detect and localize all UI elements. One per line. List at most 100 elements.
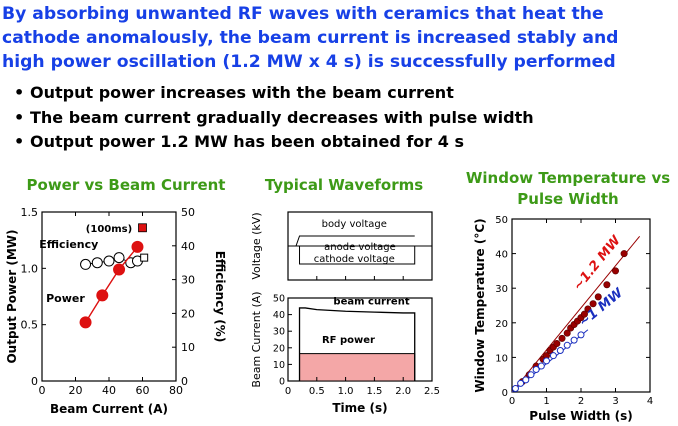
100ms-power-point — [138, 223, 147, 233]
power-line — [84, 246, 139, 323]
bullet-item: Output power 1.2 MW has been obtained fo… — [14, 130, 534, 155]
x-axis-label: Beam Current (A) — [50, 402, 168, 416]
temperature-point — [584, 305, 592, 313]
headline: By absorbing unwanted RF waves with cera… — [2, 2, 674, 74]
x-tick-label: 40 — [102, 384, 116, 397]
temperature-point — [563, 329, 571, 337]
temperature-point — [522, 376, 530, 384]
chart-2-title: Typical Waveforms — [264, 176, 424, 194]
headline-line-1: By absorbing unwanted RF waves with cera… — [2, 4, 604, 24]
power-point — [96, 289, 109, 302]
bullet-item: Output power increases with the beam cur… — [14, 81, 534, 106]
temperature-point — [527, 371, 535, 379]
bullet-item: The beam current gradually decreases wit… — [14, 106, 534, 131]
temperature-point — [543, 357, 550, 365]
temperature-point — [577, 331, 585, 339]
temperature-point — [594, 293, 602, 301]
x-tick-label: 1 — [543, 396, 549, 407]
y-tick-label: 0 — [31, 375, 38, 388]
annotation-100ms: (100ms) — [86, 224, 132, 235]
x-tick-label: 0 — [39, 384, 46, 397]
y2-tick-label: 30 — [181, 274, 195, 287]
x-axis-label: Pulse Width (s) — [529, 409, 632, 423]
beam-current-trace — [298, 307, 416, 381]
y-tick-label: 20 — [495, 319, 508, 330]
temperature-point — [612, 267, 620, 275]
fit-line — [511, 235, 641, 393]
rf-power-area — [299, 353, 416, 382]
label-anode-voltage: anode voltage — [324, 242, 396, 253]
label-1-mw: ~1 MW — [576, 285, 626, 330]
y-tick-label: 50 — [273, 294, 285, 305]
y-axis-label: Window Temperature (°C) — [473, 218, 487, 392]
label-1-2-mw: ~1.2 MW — [571, 233, 625, 294]
y-tick-label: 0.5 — [21, 319, 39, 332]
efficiency-point — [113, 252, 125, 264]
temperature-point — [549, 352, 557, 360]
y2-tick-label: 10 — [181, 341, 195, 354]
x-tick-label: 0 — [509, 396, 515, 407]
y2-tick-label: 50 — [181, 206, 195, 219]
temperature-point — [511, 385, 519, 393]
y-tick-label: 30 — [273, 327, 285, 338]
y2-tick-label: 20 — [181, 307, 195, 320]
bullet-list: Output power increases with the beam cur… — [14, 81, 534, 155]
temperature-point — [603, 281, 611, 289]
y-tick-label: 10 — [273, 360, 285, 371]
temperature-point — [580, 310, 588, 318]
upper-y-axis-label: Voltage (kV) — [250, 212, 263, 279]
temperature-point — [620, 250, 628, 258]
y-tick-label: 0 — [502, 388, 508, 399]
y-tick-label: 40 — [495, 250, 508, 261]
y-tick-label: 20 — [273, 343, 285, 354]
x-axis-label: Time (s) — [332, 401, 387, 415]
annotation-power: Power — [46, 292, 85, 305]
efficiency-point — [80, 258, 92, 270]
chart-3-title: Window Temperature vs Pulse Width — [465, 169, 671, 208]
temperature-point — [563, 341, 571, 349]
x-tick-label: 2.5 — [424, 386, 440, 397]
x-tick-label: 1.0 — [338, 386, 354, 397]
x-tick-label: 2.0 — [395, 386, 411, 397]
power-point — [131, 240, 144, 253]
x-tick-label: 0 — [285, 386, 291, 397]
100ms-efficiency-point — [140, 253, 149, 262]
cathode-voltage-trace — [299, 246, 416, 265]
headline-line-3: high power oscillation (1.2 MW x 4 s) is… — [2, 52, 616, 72]
y2-tick-label: 0 — [181, 375, 188, 388]
x-tick-label: 2 — [578, 396, 584, 407]
temperature-point — [517, 379, 525, 387]
y-tick-label: 10 — [495, 353, 508, 364]
power-point — [113, 263, 126, 276]
y-tick-label: 1.5 — [21, 206, 39, 219]
temperature-point — [589, 300, 597, 308]
temperature-point — [553, 340, 561, 348]
x-tick-label: 3 — [612, 396, 618, 407]
temperature-point — [556, 346, 564, 354]
temperature-point — [537, 362, 545, 370]
temperature-point — [570, 336, 578, 344]
x-tick-label: 80 — [169, 384, 183, 397]
efficiency-point — [91, 257, 103, 269]
label-cathode-voltage: cathode voltage — [314, 254, 395, 265]
power-point — [79, 316, 92, 329]
y2-tick-label: 40 — [181, 240, 195, 253]
label-body-voltage: body voltage — [322, 219, 387, 230]
annotation-efficiency: Efficiency — [39, 238, 98, 251]
x-tick-label: 20 — [69, 384, 83, 397]
chart-1-title: Power vs Beam Current — [26, 176, 226, 194]
y-tick-label: 50 — [495, 215, 508, 226]
x-tick-label: 1.5 — [366, 386, 382, 397]
x-tick-label: 60 — [136, 384, 150, 397]
label-rf-power: RF power — [322, 335, 375, 346]
y-tick-label: 30 — [495, 284, 508, 295]
label-beam-current: beam current — [333, 297, 409, 308]
y-tick-label: 1.0 — [21, 262, 39, 275]
y-tick-label: 40 — [273, 310, 285, 321]
y-tick-label: 0 — [279, 377, 285, 388]
x-tick-label: 0.5 — [309, 386, 325, 397]
y-axis-label: Output Power (MW) — [5, 229, 19, 363]
